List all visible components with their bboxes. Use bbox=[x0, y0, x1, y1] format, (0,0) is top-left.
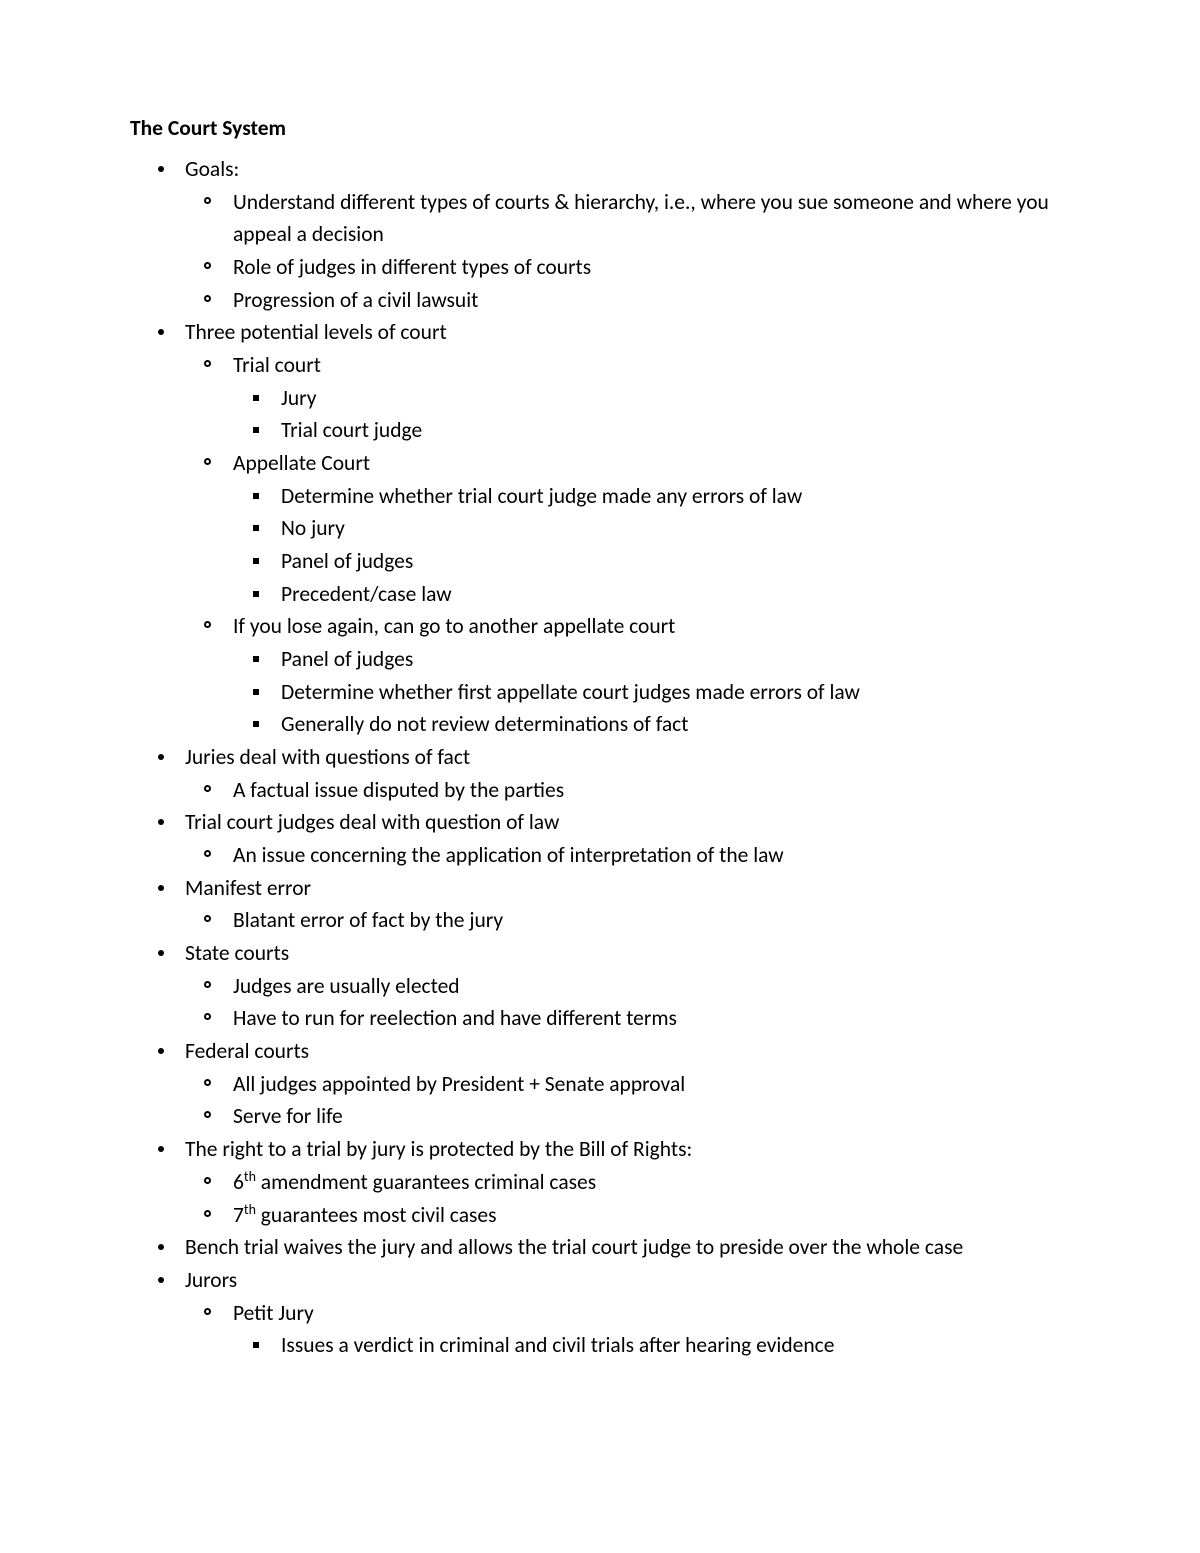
outline-level-3: Determine whether trial court judge made… bbox=[233, 480, 1070, 611]
item-jurors: Jurors Petit Jury Issues a verdict in cr… bbox=[130, 1264, 1070, 1362]
list-item: Judges are usually elected bbox=[185, 970, 1070, 1003]
list-item: Jury bbox=[233, 382, 1070, 415]
text: Blatant error of fact by the jury bbox=[233, 907, 503, 933]
text: Juries deal with questions of fact bbox=[185, 744, 470, 770]
text: No jury bbox=[281, 515, 345, 541]
text: All judges appointed by President + Sena… bbox=[233, 1071, 685, 1097]
text: Understand different types of courts & h… bbox=[233, 189, 1049, 248]
list-item: Panel of judges bbox=[233, 545, 1070, 578]
outline-level-2: All judges appointed by President + Sena… bbox=[185, 1068, 1070, 1133]
list-item: An issue concerning the application of i… bbox=[185, 839, 1070, 872]
list-item: A factual issue disputed by the parties bbox=[185, 774, 1070, 807]
text: An issue concerning the application of i… bbox=[233, 842, 784, 868]
list-item: Determine whether first appellate court … bbox=[233, 676, 1070, 709]
document-page: The Court System Goals: Understand diffe… bbox=[0, 0, 1200, 1553]
text: State courts bbox=[185, 940, 289, 966]
text: Panel of judges bbox=[281, 548, 413, 574]
text: Generally do not review determinations o… bbox=[281, 711, 688, 737]
list-item: Determine whether trial court judge made… bbox=[233, 480, 1070, 513]
outline-level-2: Trial court Jury Trial court judge Appel… bbox=[185, 349, 1070, 741]
item-manifest-error: Manifest error Blatant error of fact by … bbox=[130, 872, 1070, 937]
ordinal-sup: th bbox=[244, 1200, 256, 1217]
list-item: Panel of judges bbox=[233, 643, 1070, 676]
list-item: Serve for life bbox=[185, 1100, 1070, 1133]
outline-level-2: Blatant error of fact by the jury bbox=[185, 904, 1070, 937]
text: Manifest error bbox=[185, 875, 311, 901]
text: Determine whether first appellate court … bbox=[281, 679, 860, 705]
outline-level-2: An issue concerning the application of i… bbox=[185, 839, 1070, 872]
item-appellate-court: Appellate Court Determine whether trial … bbox=[185, 447, 1070, 610]
item-trial-court: Trial court Jury Trial court judge bbox=[185, 349, 1070, 447]
list-item: Role of judges in different types of cou… bbox=[185, 251, 1070, 284]
outline-level-2: A factual issue disputed by the parties bbox=[185, 774, 1070, 807]
text: Jury bbox=[281, 385, 316, 411]
text: Appellate Court bbox=[233, 450, 370, 476]
outline-level-2: Understand different types of courts & h… bbox=[185, 186, 1070, 317]
text: Serve for life bbox=[233, 1103, 343, 1129]
page-title: The Court System bbox=[130, 115, 1070, 141]
text: Determine whether trial court judge made… bbox=[281, 483, 802, 509]
list-item: Precedent/case law bbox=[233, 578, 1070, 611]
text: Panel of judges bbox=[281, 646, 413, 672]
text: 6 bbox=[233, 1169, 244, 1195]
list-item: Issues a verdict in criminal and civil t… bbox=[233, 1329, 1070, 1362]
item-federal-courts: Federal courts All judges appointed by P… bbox=[130, 1035, 1070, 1133]
list-item: No jury bbox=[233, 512, 1070, 545]
item-petit-jury: Petit Jury Issues a verdict in criminal … bbox=[185, 1297, 1070, 1362]
outline-level-3: Issues a verdict in criminal and civil t… bbox=[233, 1329, 1070, 1362]
outline-level-3: Panel of judges Determine whether first … bbox=[233, 643, 1070, 741]
outline-level-1: Goals: Understand different types of cou… bbox=[130, 153, 1070, 1362]
list-item: Trial court judge bbox=[233, 414, 1070, 447]
item-state-courts: State courts Judges are usually elected … bbox=[130, 937, 1070, 1035]
item-goals: Goals: Understand different types of cou… bbox=[130, 153, 1070, 316]
text: Issues a verdict in criminal and civil t… bbox=[281, 1332, 834, 1358]
text: Role of judges in different types of cou… bbox=[233, 254, 591, 280]
text: If you lose again, can go to another app… bbox=[233, 613, 675, 639]
text: The right to a trial by jury is protecte… bbox=[185, 1136, 692, 1162]
text: Jurors bbox=[185, 1267, 237, 1293]
outline-level-2: Petit Jury Issues a verdict in criminal … bbox=[185, 1297, 1070, 1362]
list-item: Have to run for reelection and have diff… bbox=[185, 1002, 1070, 1035]
list-item: Progression of a civil lawsuit bbox=[185, 284, 1070, 317]
item-lose-again: If you lose again, can go to another app… bbox=[185, 610, 1070, 741]
text: Judges are usually elected bbox=[233, 973, 460, 999]
text: Progression of a civil lawsuit bbox=[233, 287, 478, 313]
ordinal-sup: th bbox=[244, 1168, 256, 1185]
outline-level-2: 6th amendment guarantees criminal cases … bbox=[185, 1166, 1070, 1231]
list-item: 7th guarantees most civil cases bbox=[185, 1199, 1070, 1232]
list-item: Blatant error of fact by the jury bbox=[185, 904, 1070, 937]
text: Trial court judge bbox=[281, 417, 422, 443]
list-item: Understand different types of courts & h… bbox=[185, 186, 1070, 251]
outline-level-3: Jury Trial court judge bbox=[233, 382, 1070, 447]
list-item: 6th amendment guarantees criminal cases bbox=[185, 1166, 1070, 1199]
text: guarantees most civil cases bbox=[256, 1202, 497, 1228]
list-item: All judges appointed by President + Sena… bbox=[185, 1068, 1070, 1101]
text: Trial court bbox=[233, 352, 321, 378]
text: Bench trial waives the jury and allows t… bbox=[185, 1234, 963, 1260]
item-trial-judges: Trial court judges deal with question of… bbox=[130, 806, 1070, 871]
item-jury-right: The right to a trial by jury is protecte… bbox=[130, 1133, 1070, 1231]
text: Federal courts bbox=[185, 1038, 309, 1064]
text: Petit Jury bbox=[233, 1300, 314, 1326]
text: amendment guarantees criminal cases bbox=[256, 1169, 596, 1195]
text: Three potential levels of court bbox=[185, 319, 447, 345]
text: Have to run for reelection and have diff… bbox=[233, 1005, 677, 1031]
text: Goals: bbox=[185, 156, 239, 182]
text: Precedent/case law bbox=[281, 581, 452, 607]
text: Trial court judges deal with question of… bbox=[185, 809, 559, 835]
text: A factual issue disputed by the parties bbox=[233, 777, 564, 803]
text: 7 bbox=[233, 1202, 244, 1228]
list-item: Generally do not review determinations o… bbox=[233, 708, 1070, 741]
item-bench-trial: Bench trial waives the jury and allows t… bbox=[130, 1231, 1070, 1264]
item-juries: Juries deal with questions of fact A fac… bbox=[130, 741, 1070, 806]
outline-level-2: Judges are usually elected Have to run f… bbox=[185, 970, 1070, 1035]
item-levels: Three potential levels of court Trial co… bbox=[130, 316, 1070, 741]
